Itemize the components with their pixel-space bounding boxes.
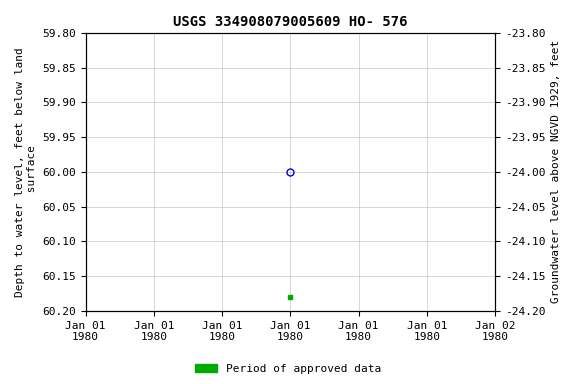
Y-axis label: Groundwater level above NGVD 1929, feet: Groundwater level above NGVD 1929, feet bbox=[551, 40, 561, 303]
Title: USGS 334908079005609 HO- 576: USGS 334908079005609 HO- 576 bbox=[173, 15, 408, 29]
Y-axis label: Depth to water level, feet below land
 surface: Depth to water level, feet below land su… bbox=[15, 47, 37, 297]
Legend: Period of approved data: Period of approved data bbox=[191, 359, 385, 379]
